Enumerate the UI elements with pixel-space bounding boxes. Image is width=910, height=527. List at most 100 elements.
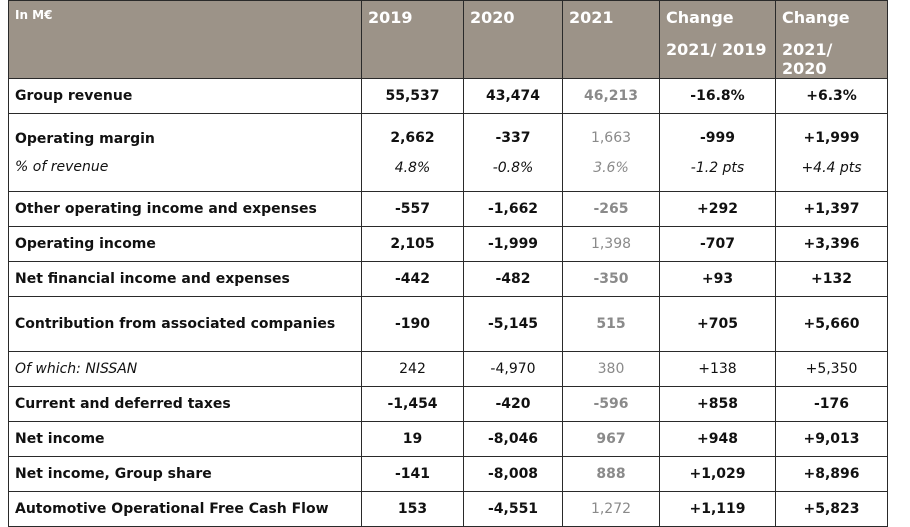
value-2020: -420 xyxy=(463,386,563,422)
amount: 1,663 xyxy=(590,129,632,146)
change-2021-2020: +9,013 xyxy=(775,421,888,457)
value-2020: -4,970 xyxy=(463,351,563,387)
row-label: Other operating income and expenses xyxy=(8,191,362,227)
change-2021-2019: +292 xyxy=(659,191,776,227)
value-2021: -350 xyxy=(562,261,660,297)
change-2021-2019: +138 xyxy=(659,351,776,387)
value-2019: -557 xyxy=(361,191,464,227)
change-2021-2020: -176 xyxy=(775,386,888,422)
row-label: Automotive Operational Free Cash Flow xyxy=(8,491,362,527)
change-2021-2020-header: Change 2021/ 2020 xyxy=(775,0,888,79)
change-2021-2020: +6.3% xyxy=(775,78,888,114)
row-label: Current and deferred taxes xyxy=(8,386,362,422)
row-label: Group revenue xyxy=(8,78,362,114)
row-label: Operating income xyxy=(8,226,362,262)
percent: 4.8% xyxy=(394,159,431,176)
change-2021-2020: +132 xyxy=(775,261,888,297)
value-2021: 1,272 xyxy=(562,491,660,527)
table-row: Operating income 2,105 -1,999 1,398 -707… xyxy=(8,226,888,262)
table-row: Group revenue 55,537 43,474 46,213 -16.8… xyxy=(8,78,888,114)
table-row: Automotive Operational Free Cash Flow 15… xyxy=(8,491,888,527)
value-2019: 242 xyxy=(361,351,464,387)
change-2021-2020: +8,896 xyxy=(775,456,888,492)
value-2020: -8,046 xyxy=(463,421,563,457)
value-2019: 153 xyxy=(361,491,464,527)
amount: 2,662 xyxy=(390,129,435,146)
percent: -1.2 pts xyxy=(690,159,745,176)
value-2021: -265 xyxy=(562,191,660,227)
change-2021-2019: +705 xyxy=(659,296,776,352)
value-2021: 46,213 xyxy=(562,78,660,114)
change-2021-2020: +3,396 xyxy=(775,226,888,262)
value-2019: 2,662 4.8% xyxy=(361,113,464,192)
year-2021-header: 2021 xyxy=(562,0,660,79)
percent: 3.6% xyxy=(593,159,629,176)
value-2021: 967 xyxy=(562,421,660,457)
row-label: Net financial income and expenses xyxy=(8,261,362,297)
change-label: Change xyxy=(782,8,850,27)
row-label: Contribution from associated companies xyxy=(8,296,362,352)
change-2021-2020: +5,823 xyxy=(775,491,888,527)
financial-results-table: In M€ 2019 2020 2021 Change 2021/ 2019 C… xyxy=(8,0,888,527)
change-label: Change xyxy=(666,8,734,27)
table-row: Contribution from associated companies -… xyxy=(8,296,888,352)
row-label: Operating margin % of revenue xyxy=(8,113,362,192)
change-2021-2019: -999 -1.2 pts xyxy=(659,113,776,192)
unit-header: In M€ xyxy=(8,0,362,79)
value-2021: -596 xyxy=(562,386,660,422)
change-2021-2020: +5,660 xyxy=(775,296,888,352)
value-2020: -1,999 xyxy=(463,226,563,262)
table-row: Net financial income and expenses -442 -… xyxy=(8,261,888,297)
table-row: Other operating income and expenses -557… xyxy=(8,191,888,227)
amount: -999 xyxy=(699,129,736,146)
row-label: Net income xyxy=(8,421,362,457)
value-2019: -190 xyxy=(361,296,464,352)
value-2019: 55,537 xyxy=(361,78,464,114)
percent-of-revenue-label: % of revenue xyxy=(15,158,109,175)
value-2021: 515 xyxy=(562,296,660,352)
value-2020: -4,551 xyxy=(463,491,563,527)
change-2021-2020: +1,999 +4.4 pts xyxy=(775,113,888,192)
percent: -0.8% xyxy=(492,159,534,176)
value-2019: -141 xyxy=(361,456,464,492)
value-2019: 2,105 xyxy=(361,226,464,262)
table-row: Of which: NISSAN 242 -4,970 380 +138 +5,… xyxy=(8,351,888,387)
change-2021-2019: +948 xyxy=(659,421,776,457)
row-label: Net income, Group share xyxy=(8,456,362,492)
value-2020: -5,145 xyxy=(463,296,563,352)
change-2021-2019: +93 xyxy=(659,261,776,297)
value-2021: 1,398 xyxy=(562,226,660,262)
value-2019: 19 xyxy=(361,421,464,457)
value-2021: 888 xyxy=(562,456,660,492)
value-2020: -482 xyxy=(463,261,563,297)
percent: +4.4 pts xyxy=(801,159,862,176)
operating-margin-label: Operating margin xyxy=(15,130,155,147)
value-2019: -442 xyxy=(361,261,464,297)
change-period: 2021/ 2019 xyxy=(666,40,767,59)
change-2021-2020: +5,350 xyxy=(775,351,888,387)
change-2021-2020: +1,397 xyxy=(775,191,888,227)
table-row: Current and deferred taxes -1,454 -420 -… xyxy=(8,386,888,422)
value-2021: 380 xyxy=(562,351,660,387)
change-2021-2019: +1,029 xyxy=(659,456,776,492)
table-header-row: In M€ 2019 2020 2021 Change 2021/ 2019 C… xyxy=(8,0,888,79)
table-row: Net income, Group share -141 -8,008 888 … xyxy=(8,456,888,492)
value-2021: 1,663 3.6% xyxy=(562,113,660,192)
change-2021-2019: -707 xyxy=(659,226,776,262)
value-2020: -1,662 xyxy=(463,191,563,227)
amount: -337 xyxy=(495,129,531,146)
row-label: Of which: NISSAN xyxy=(8,351,362,387)
year-2020-header: 2020 xyxy=(463,0,563,79)
value-2019: -1,454 xyxy=(361,386,464,422)
value-2020: -337 -0.8% xyxy=(463,113,563,192)
amount: +1,999 xyxy=(803,129,860,146)
change-2021-2019: -16.8% xyxy=(659,78,776,114)
value-2020: -8,008 xyxy=(463,456,563,492)
change-2021-2019-header: Change 2021/ 2019 xyxy=(659,0,776,79)
value-2020: 43,474 xyxy=(463,78,563,114)
table-row: Operating margin % of revenue 2,662 4.8%… xyxy=(8,113,888,192)
change-2021-2019: +1,119 xyxy=(659,491,776,527)
change-2021-2019: +858 xyxy=(659,386,776,422)
table-row: Net income 19 -8,046 967 +948 +9,013 xyxy=(8,421,888,457)
change-period: 2021/ 2020 xyxy=(782,40,833,78)
